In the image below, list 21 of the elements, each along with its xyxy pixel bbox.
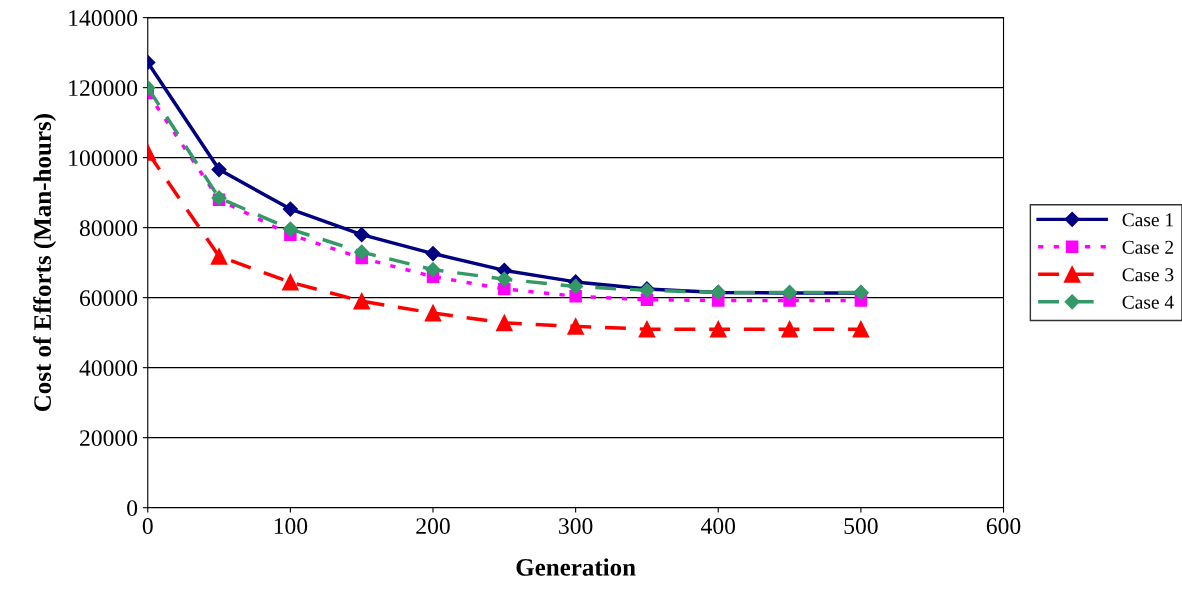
y-tick-label: 120000 [69, 80, 138, 97]
y-tick-label: 100000 [69, 150, 138, 167]
y-tick-label: 20000 [80, 430, 138, 447]
y-tick-label: 140000 [69, 10, 138, 27]
x-axis-title: Generation [516, 558, 636, 576]
legend-label: Case 2 [1122, 240, 1174, 254]
x-tick-label: 100 [274, 518, 308, 535]
legend-label: Case 1 [1122, 213, 1173, 227]
x-tick-label: 300 [559, 518, 593, 535]
y-tick-label: 0 [127, 500, 138, 517]
x-tick-label: 400 [701, 518, 736, 535]
y-tick-label: 40000 [79, 360, 138, 377]
x-tick-label: 0 [142, 518, 153, 535]
x-tick-label: 200 [416, 518, 450, 535]
y-axis-title: Cost of Efforts (Man-hours) [33, 114, 57, 412]
legend-label: Case 4 [1122, 295, 1174, 309]
x-tick-label: 500 [844, 518, 878, 535]
legend-label: Case 3 [1122, 268, 1174, 282]
y-tick-label: 80000 [79, 220, 138, 237]
x-tick-label: 600 [986, 518, 1021, 535]
y-tick-label: 60000 [80, 290, 138, 307]
